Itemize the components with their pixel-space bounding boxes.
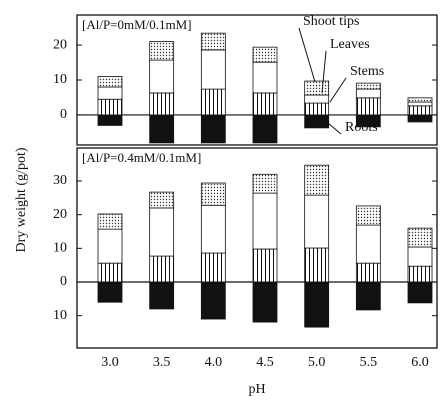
bar-segment	[355, 82, 381, 90]
bar-segment	[252, 114, 278, 144]
bar-segment	[149, 41, 175, 61]
series-label: Stems	[350, 64, 384, 79]
panel-title: [Al/P=0mM/0.1mM]	[82, 17, 192, 32]
series-label: Leaves	[330, 37, 370, 52]
y-axis-label: Dry weight (g/pot)	[14, 147, 29, 252]
series-label: Shoot tips	[303, 14, 359, 29]
bar-segment	[304, 102, 330, 116]
bar-segment	[407, 105, 433, 116]
bar-segment	[200, 114, 226, 144]
y-tick-label: 20	[53, 37, 67, 52]
y-tick-label: 30	[53, 173, 67, 188]
y-tick-label: 0	[60, 107, 67, 122]
annotation-arrow	[321, 117, 342, 135]
bar-segment	[149, 191, 175, 209]
bar-segment	[200, 252, 226, 283]
bar-segment	[252, 92, 278, 116]
bar-segment	[252, 61, 278, 94]
bar-segment	[304, 114, 330, 129]
x-tick-label: 3.5	[153, 355, 171, 370]
bar-segment	[252, 46, 278, 63]
bar-segment	[407, 101, 433, 107]
series-label: Roots	[345, 120, 378, 135]
bar-segment	[149, 59, 175, 94]
bar-segment	[252, 248, 278, 283]
x-tick-label: 5.5	[360, 355, 378, 370]
bar-segment	[407, 97, 433, 103]
y-tick-label: 0	[60, 274, 67, 289]
bar-segment	[200, 49, 226, 90]
y-tick-label: 10	[53, 308, 67, 323]
bar-segment	[407, 246, 433, 267]
bar-segment	[355, 114, 381, 128]
bar-segment	[252, 192, 278, 250]
bar-segment	[97, 98, 123, 116]
bar-segment	[304, 80, 330, 96]
bar-segment	[149, 281, 175, 310]
x-tick-label: 4.5	[256, 355, 274, 370]
bar-segment	[97, 262, 123, 283]
bar-segment	[407, 265, 433, 283]
bar-segment	[149, 255, 175, 283]
bar-segment	[355, 262, 381, 283]
bar-segment	[97, 281, 123, 303]
x-tick-label: 4.0	[205, 355, 223, 370]
x-axis-label: pH	[248, 382, 265, 397]
bar-segment	[149, 92, 175, 116]
y-tick-label: 10	[53, 241, 67, 256]
bar-segment	[304, 164, 330, 196]
annotation-arrow	[329, 77, 347, 103]
bar-segment	[407, 227, 433, 248]
bar-segment	[149, 207, 175, 257]
bar-segment	[355, 224, 381, 264]
panel-title: [Al/P=0.4mM/0.1mM]	[82, 150, 201, 165]
bar-segment	[355, 281, 381, 311]
bar-segment	[355, 97, 381, 116]
bar-segment	[149, 114, 175, 144]
bar-segment	[407, 114, 433, 123]
bar-segment	[252, 173, 278, 194]
y-tick-label: 10	[53, 72, 67, 87]
bar-segment	[304, 281, 330, 328]
bar-segment	[304, 94, 330, 104]
bar-segment	[97, 76, 123, 88]
bar-segment	[200, 204, 226, 254]
bar-segment	[200, 88, 226, 116]
x-tick-label: 6.0	[411, 355, 429, 370]
bar-segment	[97, 213, 123, 230]
bar-segment	[252, 281, 278, 323]
bar-segment	[407, 281, 433, 304]
x-tick-label: 5.0	[308, 355, 326, 370]
bar-segment	[200, 182, 226, 206]
annotation-arrow	[298, 27, 316, 83]
bar-segment	[97, 228, 123, 264]
bar-segment	[304, 247, 330, 283]
y-tick-label: 20	[53, 207, 67, 222]
annotation-arrow	[321, 50, 327, 94]
bar-segment	[304, 194, 330, 249]
x-tick-label: 3.0	[101, 355, 119, 370]
bar-segment	[200, 32, 226, 51]
bar-segment	[97, 86, 123, 100]
bar-segment	[355, 88, 381, 99]
bar-segment	[97, 114, 123, 126]
bar-segment	[355, 205, 381, 226]
bar-segment	[200, 281, 226, 320]
